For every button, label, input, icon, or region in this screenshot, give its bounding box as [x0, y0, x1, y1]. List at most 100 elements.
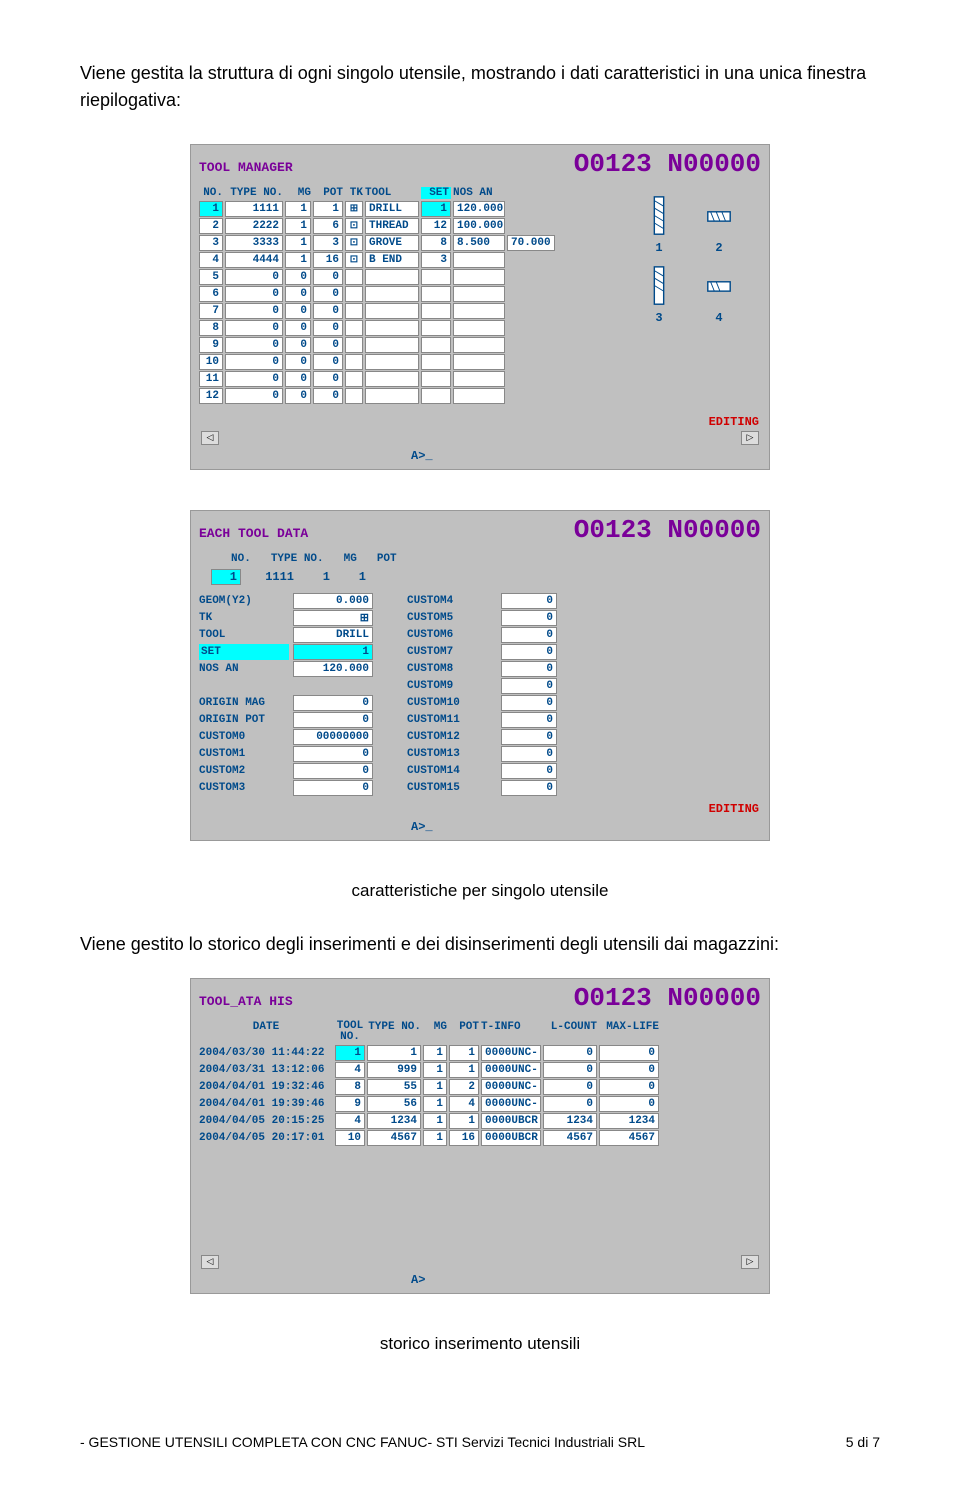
- cell-tk-icon[interactable]: [345, 269, 363, 285]
- cell-pot[interactable]: 1: [449, 1062, 479, 1078]
- cell-pot[interactable]: 2: [449, 1079, 479, 1095]
- kv-value[interactable]: 0: [501, 610, 557, 626]
- cell-tool[interactable]: [365, 320, 419, 336]
- cell-maxlife[interactable]: 0: [599, 1045, 659, 1061]
- cell-set[interactable]: [421, 269, 451, 285]
- cell-tinfo[interactable]: 0000UNC-: [481, 1062, 541, 1078]
- cell-nos[interactable]: 8.500: [453, 235, 505, 251]
- cell-no[interactable]: 1: [199, 201, 223, 217]
- cell-mg[interactable]: 0: [285, 286, 311, 302]
- cell-type[interactable]: 0: [225, 371, 283, 387]
- cell-mg[interactable]: 1: [423, 1130, 447, 1146]
- cell-maxlife[interactable]: 0: [599, 1079, 659, 1095]
- cell-lcount[interactable]: 0: [543, 1096, 597, 1112]
- cell-pot[interactable]: 1: [449, 1045, 479, 1061]
- cell-lcount[interactable]: 0: [543, 1045, 597, 1061]
- cell-tinfo[interactable]: 0000UNC-: [481, 1079, 541, 1095]
- cell-tk-icon[interactable]: [345, 388, 363, 404]
- cell-type[interactable]: 55: [367, 1079, 421, 1095]
- cell-set[interactable]: 8: [421, 235, 451, 251]
- cell-mg[interactable]: 1: [423, 1113, 447, 1129]
- cell-set[interactable]: [421, 371, 451, 387]
- cell-nos[interactable]: [453, 354, 505, 370]
- kv-value[interactable]: 0: [293, 746, 373, 762]
- cell-mg[interactable]: 1: [285, 252, 311, 268]
- cell-type[interactable]: 1234: [367, 1113, 421, 1129]
- cell-set[interactable]: 1: [421, 201, 451, 217]
- cell-pot[interactable]: 0: [313, 269, 343, 285]
- cell-nos[interactable]: [453, 371, 505, 387]
- cell-pot[interactable]: 0: [313, 388, 343, 404]
- cell-pot[interactable]: 0: [313, 337, 343, 353]
- cell-type[interactable]: 0: [225, 320, 283, 336]
- cell-tinfo[interactable]: 0000UNC-: [481, 1045, 541, 1061]
- cell-lcount[interactable]: 0: [543, 1079, 597, 1095]
- cell-mg[interactable]: 0: [285, 320, 311, 336]
- cell-mg[interactable]: 0: [285, 337, 311, 353]
- kv-value[interactable]: 0: [501, 780, 557, 796]
- kv-value[interactable]: 0: [501, 763, 557, 779]
- cell-type[interactable]: 0: [225, 337, 283, 353]
- cell-no[interactable]: 8: [199, 320, 223, 336]
- cell-tool[interactable]: [365, 388, 419, 404]
- cell-extra[interactable]: 70.000: [507, 235, 555, 251]
- cell-no[interactable]: 4: [199, 252, 223, 268]
- cell-set[interactable]: [421, 337, 451, 353]
- cell-mg[interactable]: 0: [285, 303, 311, 319]
- kv-value[interactable]: 0: [293, 780, 373, 796]
- cell-nos[interactable]: [453, 269, 505, 285]
- cell-nos[interactable]: [453, 286, 505, 302]
- cell-tool[interactable]: [365, 269, 419, 285]
- cell-type[interactable]: 1111: [225, 201, 283, 217]
- cell-pot[interactable]: 3: [313, 235, 343, 251]
- cell-tno[interactable]: 9: [335, 1096, 365, 1112]
- cell-set[interactable]: 3: [421, 252, 451, 268]
- kv-value[interactable]: 0: [293, 695, 373, 711]
- cell-type[interactable]: 1: [367, 1045, 421, 1061]
- cell-mg[interactable]: 1: [285, 201, 311, 217]
- cell-tno[interactable]: 4: [335, 1062, 365, 1078]
- cell-tk-icon[interactable]: [345, 371, 363, 387]
- cell-pot[interactable]: 0: [313, 286, 343, 302]
- cell-tool[interactable]: [365, 303, 419, 319]
- cell-nos[interactable]: [453, 337, 505, 353]
- cell-pot[interactable]: 1: [449, 1113, 479, 1129]
- cell-mg[interactable]: 0: [285, 371, 311, 387]
- kv-value[interactable]: 0: [501, 661, 557, 677]
- cell-type[interactable]: 0: [225, 286, 283, 302]
- cell-set[interactable]: 12: [421, 218, 451, 234]
- kv-value[interactable]: ⊞: [293, 610, 373, 626]
- cell-pot[interactable]: 16: [449, 1130, 479, 1146]
- cell-pot[interactable]: 0: [313, 303, 343, 319]
- scroll-left[interactable]: ◁: [201, 431, 219, 445]
- kv-value[interactable]: 0: [501, 644, 557, 660]
- cell-nos[interactable]: 100.000: [453, 218, 505, 234]
- cell-type[interactable]: 4567: [367, 1130, 421, 1146]
- cell-set[interactable]: [421, 320, 451, 336]
- cell-mg[interactable]: 1: [423, 1096, 447, 1112]
- cell-nos[interactable]: [453, 320, 505, 336]
- cell-mg[interactable]: 0: [285, 388, 311, 404]
- cell-no[interactable]: 11: [199, 371, 223, 387]
- scroll-right-3[interactable]: ▷: [741, 1255, 759, 1269]
- cell-no[interactable]: 12: [199, 388, 223, 404]
- scroll-left-3[interactable]: ◁: [201, 1255, 219, 1269]
- cell-pot[interactable]: 0: [313, 320, 343, 336]
- cell-tinfo[interactable]: 0000UNC-: [481, 1096, 541, 1112]
- kv-value[interactable]: 1: [293, 644, 373, 660]
- cell-no[interactable]: 9: [199, 337, 223, 353]
- cell-tk-icon[interactable]: [345, 337, 363, 353]
- cell-tool[interactable]: [365, 354, 419, 370]
- cell-lcount[interactable]: 1234: [543, 1113, 597, 1129]
- cell-nos[interactable]: [453, 303, 505, 319]
- cell-mg[interactable]: 0: [285, 269, 311, 285]
- cell-lcount[interactable]: 0: [543, 1062, 597, 1078]
- cell-type[interactable]: 3333: [225, 235, 283, 251]
- cell-tk-icon[interactable]: [345, 303, 363, 319]
- cell-lcount[interactable]: 4567: [543, 1130, 597, 1146]
- cell-mg[interactable]: 1: [423, 1045, 447, 1061]
- cell-set[interactable]: [421, 286, 451, 302]
- kv-value[interactable]: 0: [501, 593, 557, 609]
- s2-hv-no[interactable]: 1: [211, 569, 241, 585]
- cell-tool[interactable]: [365, 337, 419, 353]
